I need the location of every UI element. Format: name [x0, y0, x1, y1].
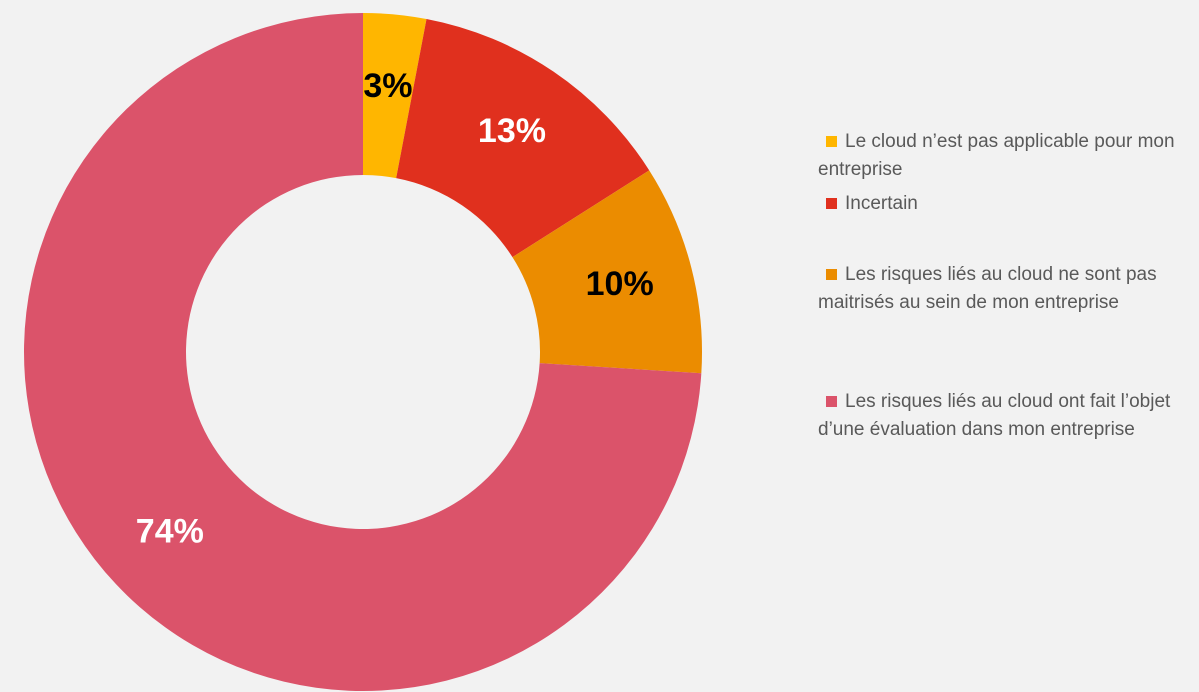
legend-swatch [826, 396, 837, 407]
legend-swatch [826, 198, 837, 209]
donut-slice [23, 13, 702, 691]
data-label: 10% [586, 265, 654, 303]
donut-slice [363, 13, 427, 179]
data-label: 13% [478, 112, 546, 150]
legend-label: Les risques liés au cloud ont fait l’obj… [818, 391, 1171, 440]
legend-swatch [826, 269, 837, 280]
legend-label: Incertain [845, 193, 918, 214]
donut-slice [512, 170, 702, 374]
donut-slice [396, 19, 650, 258]
legend-entry: Les risques liés au cloud ont fait l’obj… [818, 388, 1199, 444]
legend-entry: Le cloud n’est pas applicable pour mon e… [818, 128, 1199, 184]
data-label: 74% [136, 512, 204, 550]
legend-swatch [826, 136, 837, 147]
data-label: 3% [363, 67, 412, 105]
legend-entry: Incertain [818, 190, 1199, 218]
legend-entry: Les risques liés au cloud ne sont pas ma… [818, 261, 1199, 317]
legend-label: Le cloud n’est pas applicable pour mon e… [818, 131, 1175, 180]
legend-label: Les risques liés au cloud ne sont pas ma… [818, 264, 1157, 313]
